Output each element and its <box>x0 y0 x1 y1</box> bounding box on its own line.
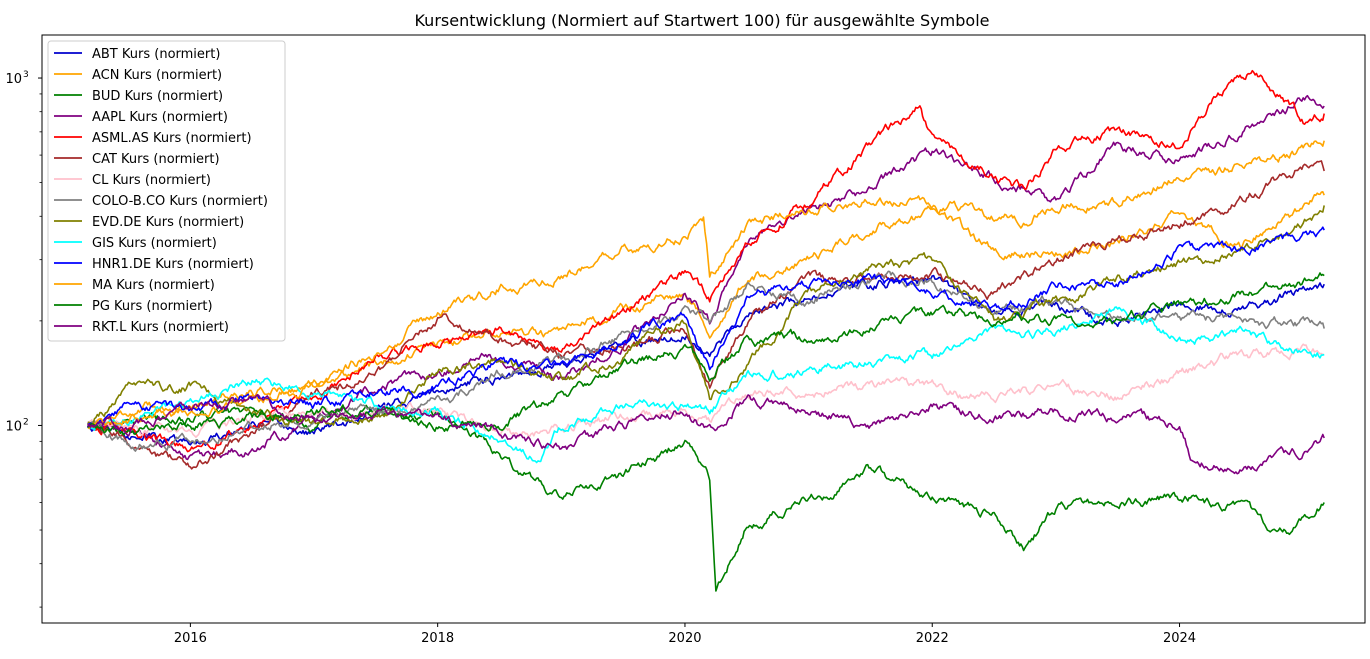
y-tick-label: 10 <box>5 419 22 434</box>
x-tick-label: 2020 <box>668 631 701 646</box>
legend-label: COLO-B.CO Kurs (normiert) <box>92 194 268 209</box>
legend-label: RKT.L Kurs (normiert) <box>92 320 229 335</box>
series-line-5 <box>87 69 1325 453</box>
x-tick-label: 2024 <box>1163 631 1196 646</box>
legend-box <box>47 40 286 342</box>
series-line-9 <box>87 205 1325 427</box>
series-layer <box>86 69 1325 592</box>
series-line-2 <box>87 191 1325 429</box>
series-line-6 <box>87 160 1325 470</box>
x-tick-label: 2022 <box>916 631 949 646</box>
legend-label: ASML.AS Kurs (normiert) <box>92 131 252 146</box>
legend-label: HNR1.DE Kurs (normiert) <box>92 257 254 272</box>
x-axis: 2016 2018 2020 2022 2024 <box>174 623 1196 646</box>
plot-frame <box>41 34 1366 624</box>
x-tick-label: 2018 <box>421 631 454 646</box>
legend-label: MA Kurs (normiert) <box>92 278 215 293</box>
legend-label: EVD.DE Kurs (normiert) <box>92 215 244 230</box>
x-tick-label: 2016 <box>174 631 207 646</box>
series-line-14 <box>87 393 1325 475</box>
series-line-12 <box>87 140 1325 430</box>
legend-label: ABT Kurs (normiert) <box>92 47 220 62</box>
legend-label: BUD Kurs (normiert) <box>92 89 223 104</box>
legend-label: CL Kurs (normiert) <box>92 173 211 188</box>
legend-label: PG Kurs (normiert) <box>92 299 213 314</box>
chart-title: Kursentwicklung (Normiert auf Startwert … <box>414 11 989 30</box>
legend-label: CAT Kurs (normiert) <box>92 152 220 167</box>
y-tick-label: 10 <box>5 72 22 87</box>
y-tick-exponent: 3 <box>23 70 29 80</box>
series-line-1 <box>87 274 1325 447</box>
series-line-4 <box>86 94 1325 461</box>
legend-label: ACN Kurs (normiert) <box>92 68 222 83</box>
legend-label: AAPL Kurs (normiert) <box>92 110 228 125</box>
legend: ABT Kurs (normiert) ACN Kurs (normiert) BU… <box>47 40 286 342</box>
y-tick-exponent: 2 <box>23 417 29 427</box>
series-line-7 <box>87 343 1325 439</box>
series-line-11 <box>86 226 1325 428</box>
legend-label: GIS Kurs (normiert) <box>92 236 217 251</box>
series-line-10 <box>87 306 1325 464</box>
